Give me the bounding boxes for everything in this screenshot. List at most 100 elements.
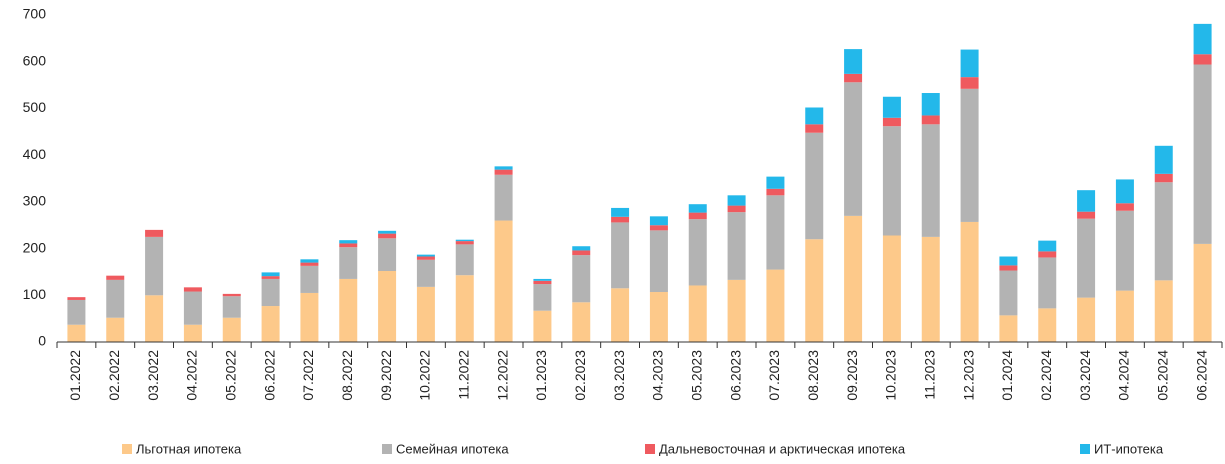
x-tick-label: 01.2023 xyxy=(533,350,549,401)
legend-label: ИТ-ипотека xyxy=(1094,441,1164,456)
bar-segment xyxy=(611,288,630,342)
bar-segment xyxy=(999,265,1018,271)
bar-segment xyxy=(339,247,358,279)
bar-segment xyxy=(805,107,824,125)
bar-segment xyxy=(533,280,552,285)
bar-segment xyxy=(999,270,1018,316)
bar-segment xyxy=(805,124,824,133)
bar-segment xyxy=(1154,182,1173,281)
x-tick-label: 11.2022 xyxy=(455,350,471,400)
y-tick-label: 500 xyxy=(23,99,47,115)
legend-swatch xyxy=(382,444,392,454)
bar-segment xyxy=(727,279,746,342)
bar-segment xyxy=(844,49,863,74)
y-tick-label: 100 xyxy=(23,286,47,302)
legend-swatch xyxy=(1080,444,1090,454)
x-tick-label: 06.2023 xyxy=(727,350,743,401)
x-tick-label: 02.2022 xyxy=(106,350,122,401)
x-tick-label: 01.2024 xyxy=(999,350,1015,401)
legend-swatch xyxy=(122,444,132,454)
bar-segment xyxy=(960,77,979,89)
bar-segment xyxy=(183,287,202,292)
bar-segment xyxy=(921,93,940,116)
x-tick-label: 05.2022 xyxy=(222,350,238,401)
bar-segment xyxy=(1077,218,1096,298)
bar-segment xyxy=(844,215,863,342)
bar-segment xyxy=(727,212,746,280)
bar-segment xyxy=(300,262,319,266)
bar-segment xyxy=(921,236,940,342)
bar-segment xyxy=(455,241,474,245)
bar-segment xyxy=(1115,210,1134,291)
bar-segment xyxy=(688,212,707,220)
x-tick-label: 04.2023 xyxy=(650,350,666,401)
x-tick-label: 12.2022 xyxy=(494,350,510,401)
bar-segment xyxy=(300,265,319,293)
x-tick-label: 10.2022 xyxy=(417,350,433,401)
x-tick-label: 06.2024 xyxy=(1193,350,1209,401)
bar-segment xyxy=(533,284,552,311)
bar-segment xyxy=(261,272,280,277)
bar-segment xyxy=(1038,257,1057,309)
y-tick-label: 0 xyxy=(38,333,46,349)
bar-segment xyxy=(688,204,707,213)
bar-segment xyxy=(1077,211,1096,219)
bar-segment xyxy=(727,195,746,206)
x-tick-label: 08.2022 xyxy=(339,350,355,401)
bar-segment xyxy=(494,169,513,175)
bar-segment xyxy=(222,296,241,318)
x-tick-label: 02.2023 xyxy=(572,350,588,401)
y-tick-label: 600 xyxy=(23,52,47,68)
legend-label: Льготная ипотека xyxy=(136,441,242,456)
bar-segment xyxy=(145,295,164,342)
bar-segment xyxy=(494,220,513,342)
bar-segment xyxy=(1038,251,1057,258)
bar-segment xyxy=(533,278,552,281)
bar-segment xyxy=(1038,308,1057,342)
bar-segment xyxy=(882,117,901,127)
bar-segment xyxy=(766,188,785,196)
bar-segment xyxy=(572,302,591,342)
legend-label: Семейная ипотека xyxy=(396,441,509,456)
bar-segment xyxy=(106,317,125,342)
x-tick-label: 04.2024 xyxy=(1116,350,1132,401)
bar-segment xyxy=(1038,240,1057,252)
legend-swatch xyxy=(645,444,655,454)
bar-segment xyxy=(339,243,358,248)
bar-segment xyxy=(960,88,979,222)
bar-segment xyxy=(494,174,513,221)
bar-segment xyxy=(999,315,1018,342)
bar-segment xyxy=(494,166,513,170)
bar-segment xyxy=(533,310,552,342)
bar-segment xyxy=(649,292,668,342)
x-tick-label: 11.2023 xyxy=(921,350,937,400)
bar-segment xyxy=(1193,23,1212,55)
bar-segment xyxy=(339,278,358,342)
bar-segment xyxy=(378,233,397,239)
x-tick-label: 12.2023 xyxy=(960,350,976,401)
bar-segment xyxy=(844,73,863,83)
y-tick-label: 200 xyxy=(23,239,47,255)
y-tick-label: 300 xyxy=(23,193,47,209)
bar-segment xyxy=(455,275,474,342)
bar-segment xyxy=(261,276,280,279)
bar-segment xyxy=(649,225,668,231)
bar-segment xyxy=(455,239,474,242)
bar-segment xyxy=(300,292,319,342)
bar-segment xyxy=(999,256,1018,266)
bar-segment xyxy=(805,239,824,342)
x-tick-label: 07.2022 xyxy=(300,350,316,401)
bar-segment xyxy=(572,255,591,303)
bar-segment xyxy=(844,82,863,216)
bar-segment xyxy=(688,285,707,342)
x-tick-label: 06.2022 xyxy=(261,350,277,401)
x-tick-label: 10.2023 xyxy=(883,350,899,401)
bar-segment xyxy=(688,219,707,286)
bar-segment xyxy=(261,306,280,342)
bar-segment xyxy=(378,230,397,234)
bar-segment xyxy=(67,299,86,325)
y-tick-label: 700 xyxy=(23,6,47,22)
bar-segment xyxy=(572,250,591,256)
bar-segment xyxy=(1077,190,1096,212)
